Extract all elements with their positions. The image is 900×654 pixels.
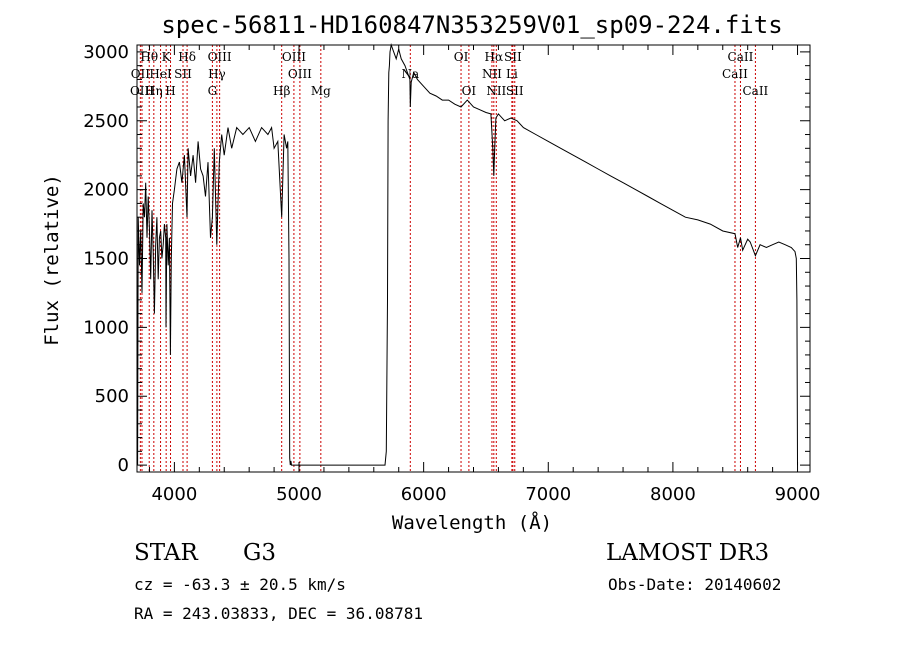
line-label: OII: [131, 67, 151, 81]
x-tick-label: 9000: [775, 484, 821, 505]
line-label: Hθ: [140, 50, 158, 64]
y-tick-label: 500: [95, 386, 129, 407]
object-subclass: G3: [243, 540, 276, 566]
y-tick-label: 3000: [83, 42, 129, 63]
line-label: Hβ: [273, 84, 290, 98]
observation-date: Obs-Date: 20140602: [608, 575, 781, 594]
line-label: Hα: [485, 50, 504, 64]
survey-name: LAMOST DR3: [606, 540, 769, 566]
line-label: Mg: [311, 84, 331, 98]
line-label: CaII: [728, 50, 754, 64]
spectrum-series-line: [136, 43, 798, 466]
line-label: G: [208, 84, 218, 98]
object-type: STAR: [134, 540, 198, 566]
x-axis-label: Wavelength (Å): [392, 511, 552, 534]
y-tick-label: 2000: [83, 180, 129, 201]
coordinates: RA = 243.03833, DEC = 36.08781: [134, 604, 423, 623]
x-tick-label: 7000: [525, 484, 571, 505]
line-label: Hδ: [178, 50, 196, 64]
line-label: OI: [454, 50, 469, 64]
y-tick-label: 0: [118, 455, 129, 476]
x-tick-label: 8000: [650, 484, 696, 505]
x-tick-label: 5000: [276, 484, 322, 505]
redshift-cz: cz = -63.3 ± 20.5 km/s: [134, 575, 346, 594]
x-tick-label: 6000: [401, 484, 447, 505]
chart-title: spec-56811-HD160847N353259V01_sp09-224.f…: [161, 11, 782, 39]
line-label: Hγ: [208, 67, 226, 81]
line-label: NII: [486, 84, 506, 98]
line-label: CaII: [742, 84, 768, 98]
spectral-line-markers: [139, 45, 756, 472]
line-label: H: [165, 84, 175, 98]
line-label: OI: [462, 84, 477, 98]
line-label: OIII: [130, 84, 154, 98]
line-label: HeI: [149, 67, 172, 81]
line-label: OIII: [282, 50, 306, 64]
line-label: Hη: [145, 84, 163, 98]
line-label: SII: [506, 84, 524, 98]
y-axis-label: Flux (relative): [41, 174, 63, 346]
line-label: NII: [482, 67, 502, 81]
line-label: K: [162, 50, 172, 64]
y-tick-label: 2500: [83, 111, 129, 132]
y-tick-label: 1500: [83, 249, 129, 270]
plot-frame: [136, 44, 811, 473]
line-label: OIII: [288, 67, 312, 81]
x-tick-label: 4000: [151, 484, 197, 505]
line-label: SII: [504, 50, 522, 64]
y-tick-label: 1000: [83, 317, 129, 338]
axis-ticks: 4000 5000 6000 7000 8000 9000 0 500 1000 1500 2000…: [83, 42, 820, 505]
line-label: OIII: [208, 50, 232, 64]
line-label: Li: [506, 67, 518, 81]
line-label: SII: [174, 67, 192, 81]
line-label: Na: [401, 67, 419, 81]
line-label: CaII: [722, 67, 748, 81]
